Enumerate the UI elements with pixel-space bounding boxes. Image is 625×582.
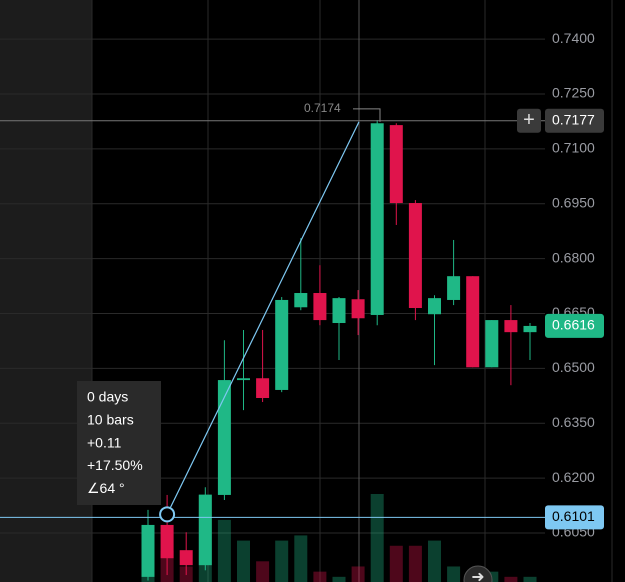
last-price-label: 0.6616	[552, 317, 595, 333]
crosshair-price-label: 0.7177	[552, 111, 595, 127]
info-line: 0 days	[87, 389, 128, 405]
volume-bar	[504, 576, 518, 582]
y-tick-label: 0.6200	[552, 469, 595, 485]
candle-body	[504, 320, 518, 333]
start-price-box	[545, 505, 604, 530]
candle-body	[447, 276, 461, 300]
y-tick-label: 0.7400	[552, 30, 595, 46]
volume-bar	[389, 545, 403, 582]
y-tick-label: 0.6500	[552, 359, 595, 375]
end-bracket	[353, 108, 381, 122]
info-line: 10 bars	[87, 412, 134, 428]
end-price-label: 0.7174	[304, 101, 341, 115]
scroll-arrow[interactable]: ➜	[471, 569, 484, 582]
volume-bar	[351, 566, 365, 582]
volume-bar	[294, 535, 308, 582]
volume-bar	[408, 545, 422, 582]
candle-body	[332, 298, 346, 324]
volume-bar	[237, 540, 250, 582]
last-price-box	[545, 313, 604, 338]
candle-body	[256, 378, 270, 398]
trend-line	[166, 121, 360, 515]
volume-bar	[275, 540, 289, 582]
candle-body	[408, 203, 422, 309]
y-tick-label: 0.7250	[552, 85, 595, 101]
candle-body	[217, 380, 231, 495]
volume-bar	[447, 566, 461, 582]
candle-body	[275, 299, 289, 390]
candle-body	[351, 299, 365, 319]
candle-body	[294, 293, 308, 308]
y-tick-label: 0.7100	[552, 140, 595, 156]
info-line: ∠64 °	[87, 480, 125, 496]
candle-body	[389, 125, 403, 204]
candle-body	[198, 494, 212, 566]
candle-body	[237, 378, 250, 381]
volume-bar	[313, 571, 327, 582]
volume-bar	[256, 561, 270, 582]
candle-body	[466, 276, 480, 368]
y-tick-label: 0.6800	[552, 249, 595, 265]
volume-bar	[523, 576, 537, 582]
scroll-button[interactable]	[463, 565, 493, 582]
volume-bar	[370, 494, 384, 582]
candle-body	[523, 325, 537, 333]
add-icon[interactable]: +	[523, 109, 535, 131]
candle-body	[160, 524, 174, 559]
left-panel	[0, 0, 92, 582]
candle-body	[370, 123, 384, 315]
candle-body	[141, 524, 155, 577]
price-label-box	[545, 108, 604, 133]
volume-bar	[217, 519, 231, 582]
start-price-label: 0.6101	[552, 508, 595, 524]
candle-body	[179, 550, 193, 566]
y-tick-label: 0.6350	[552, 414, 595, 430]
add-button[interactable]	[517, 108, 541, 133]
candle-body	[485, 320, 499, 368]
info-line: +0.11	[87, 434, 122, 450]
trend-handle[interactable]	[159, 506, 176, 523]
volume-bar	[428, 540, 441, 582]
info-line: +17.50%	[87, 457, 143, 473]
info-box	[77, 381, 161, 505]
candle-body	[313, 293, 327, 321]
candle-body	[428, 298, 441, 315]
y-tick-label: 0.6950	[552, 194, 595, 210]
volume-bar	[332, 576, 346, 582]
